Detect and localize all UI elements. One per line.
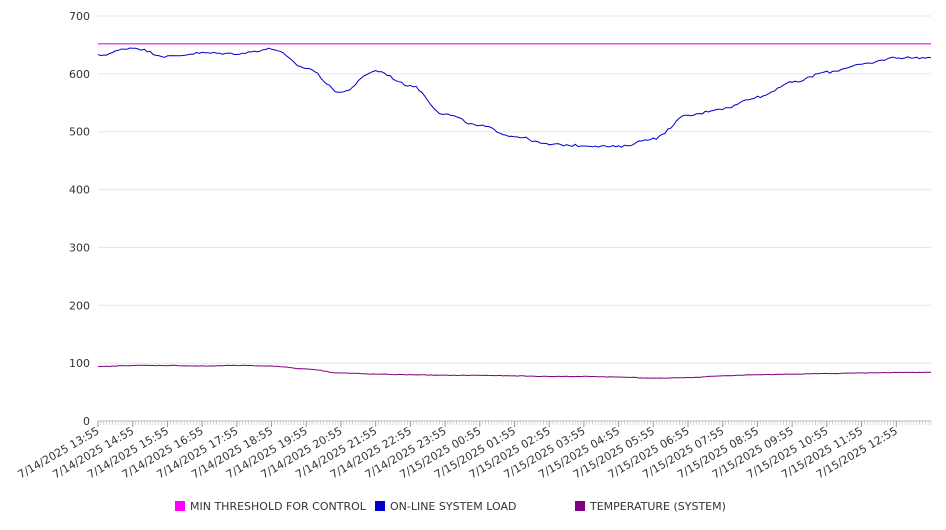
series-line-on-line-system-load	[97, 47, 932, 148]
legend-item-online-system-load: ON-LINE SYSTEM LOAD	[375, 498, 516, 514]
y-tick-label: 400	[69, 184, 90, 197]
legend-label-min-threshold: MIN THRESHOLD FOR CONTROL	[190, 499, 366, 513]
gridlines	[98, 15, 931, 364]
series-lines	[97, 43, 932, 379]
legend-item-min-threshold: MIN THRESHOLD FOR CONTROL	[175, 498, 366, 514]
y-tick-label: 500	[69, 126, 90, 139]
y-tick-label: 100	[69, 357, 90, 370]
legend-label-online-system-load: ON-LINE SYSTEM LOAD	[390, 499, 517, 513]
legend-label-temperature: TEMPERATURE (SYSTEM)	[590, 499, 726, 513]
legend-swatch-online-system-load	[375, 501, 385, 511]
legend-swatch-temperature	[575, 501, 585, 511]
legend-item-temperature: TEMPERATURE (SYSTEM)	[575, 498, 726, 514]
legend-swatch-min-threshold	[175, 501, 185, 511]
legend: MIN THRESHOLD FOR CONTROL ON-LINE SYSTEM…	[0, 498, 946, 514]
y-tick-label: 700	[69, 10, 90, 23]
y-tick-label: 300	[69, 241, 90, 254]
y-tick-label: 600	[69, 68, 90, 81]
y-tick-label: 0	[83, 415, 90, 428]
series-line-temperature-system	[97, 364, 932, 379]
y-tick-label: 200	[69, 299, 90, 312]
